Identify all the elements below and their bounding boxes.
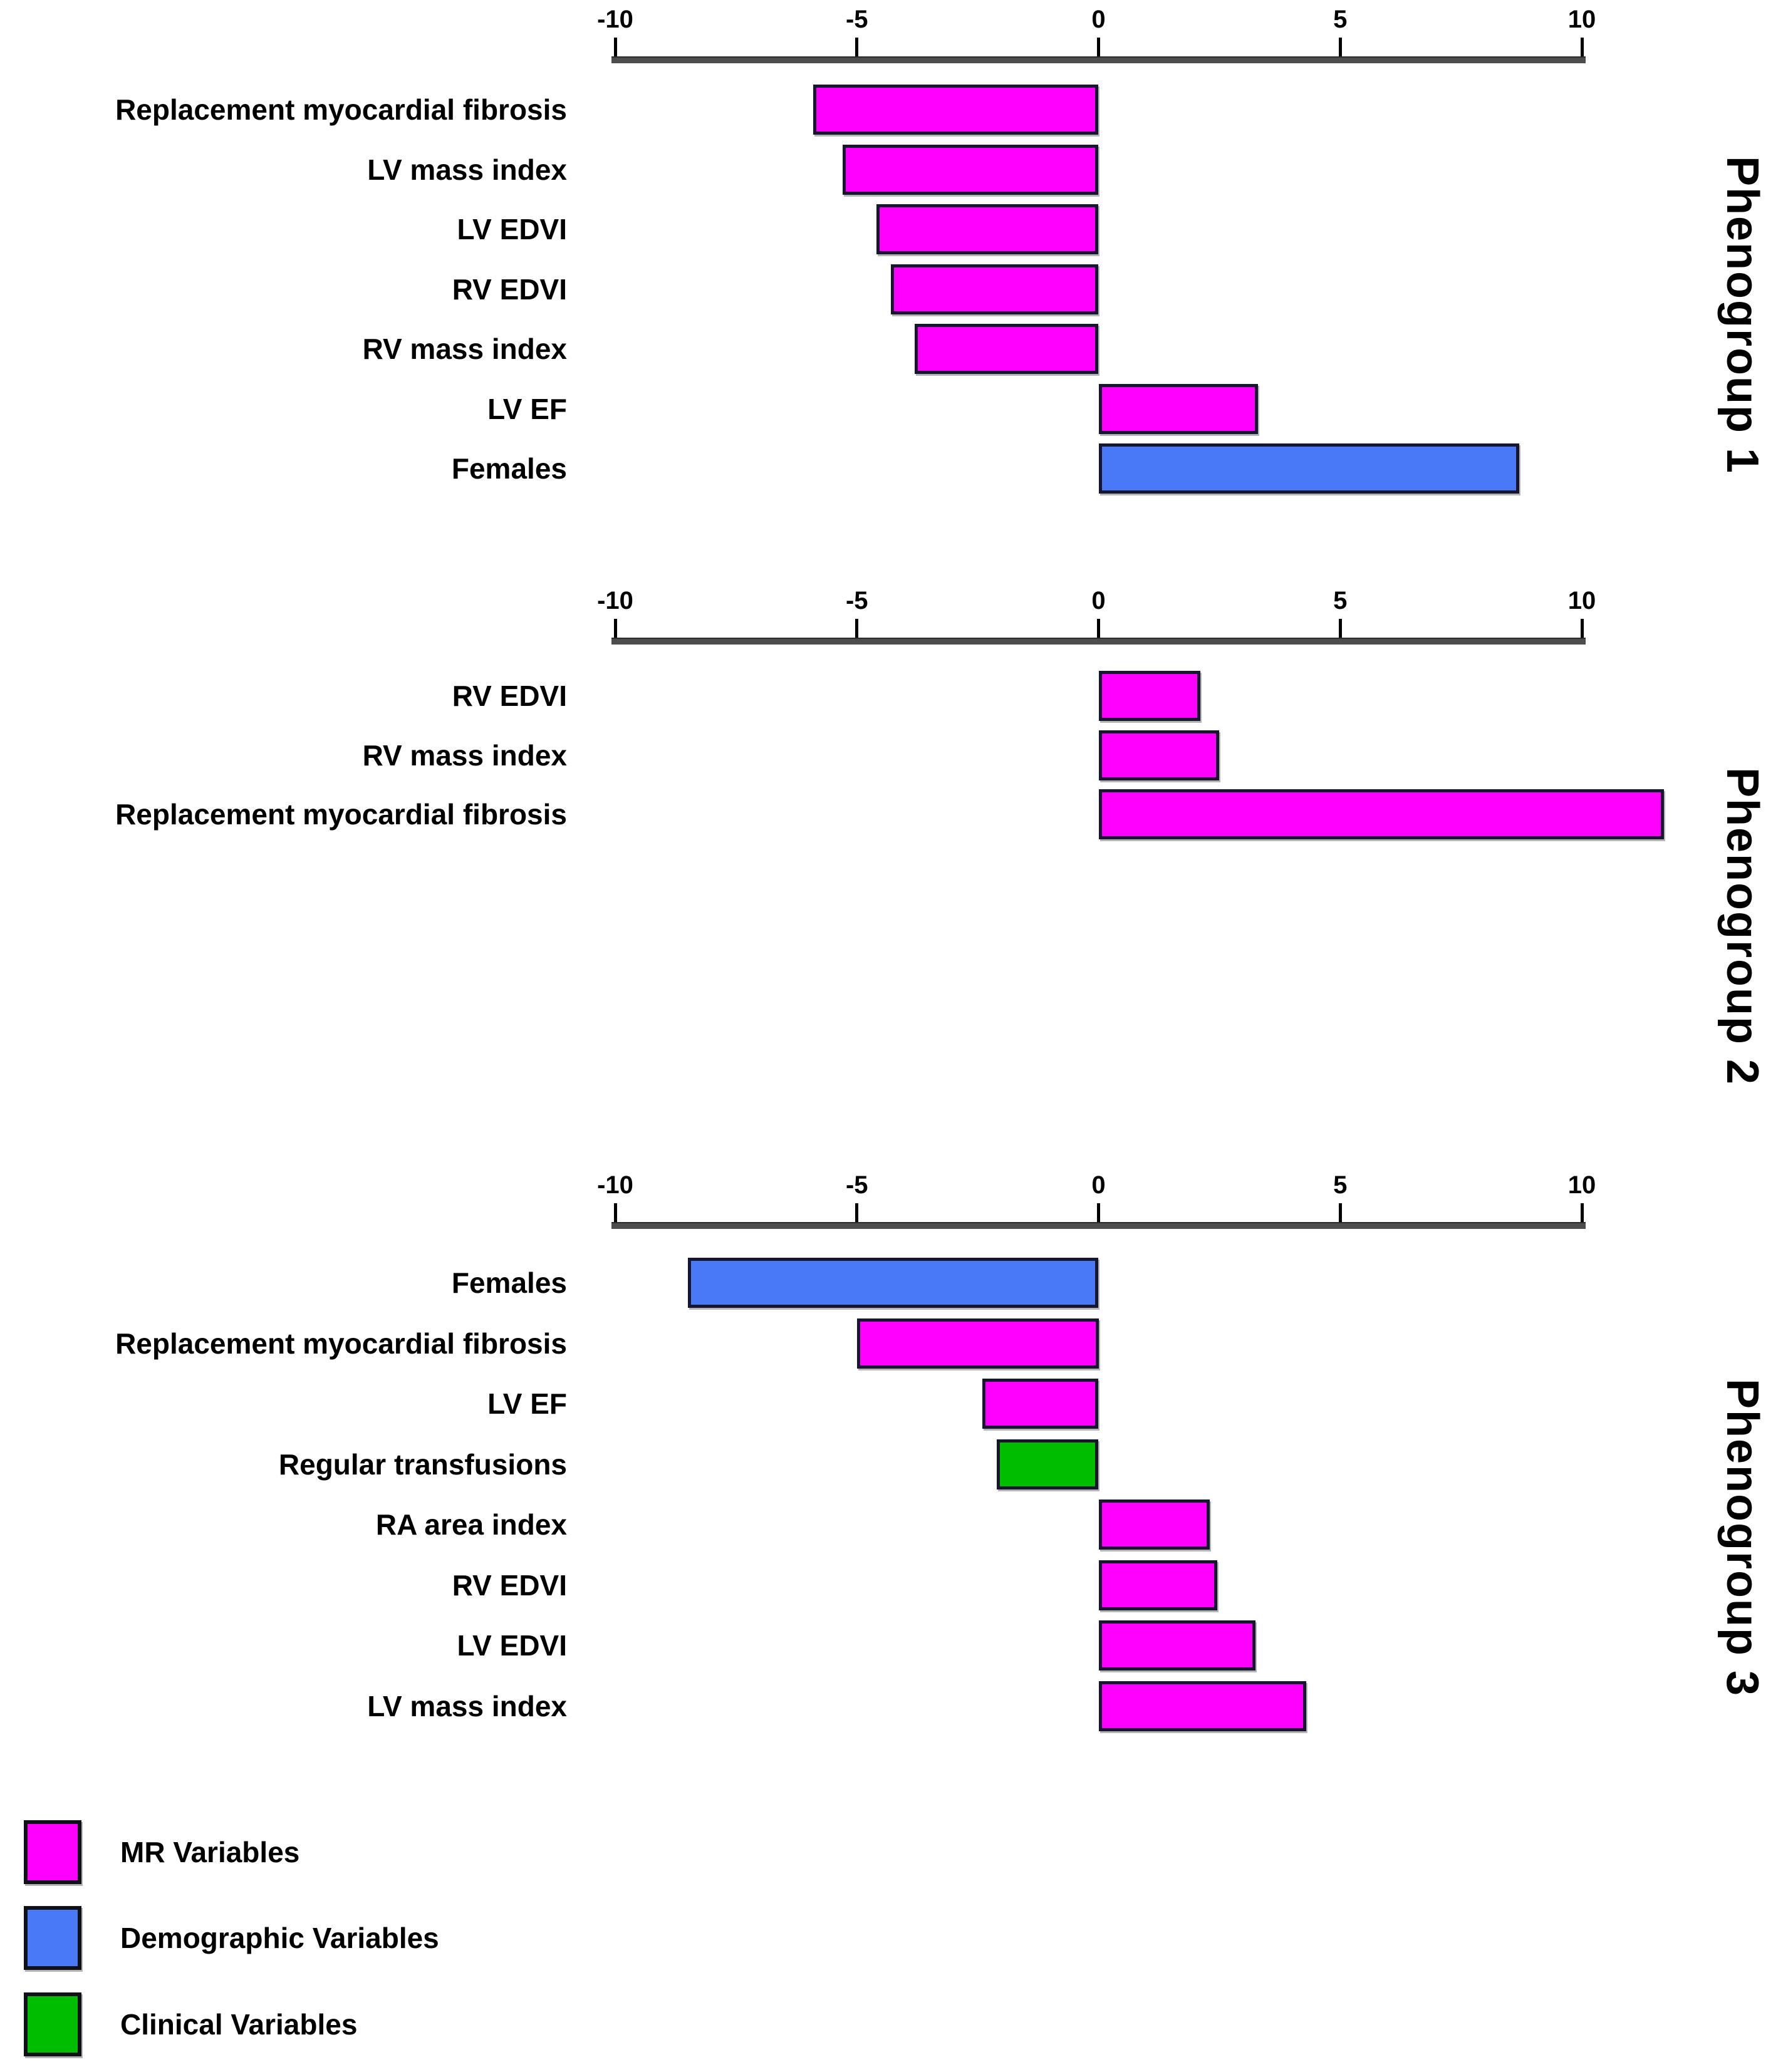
chart-title: Phenogroup 3 [1717,1379,1767,1697]
x-axis-line [611,56,1586,63]
x-axis-tick [855,38,859,56]
x-axis-tick [1338,38,1342,56]
category-label: LV EF [487,1387,567,1420]
chart-title: Phenogroup 2 [1717,767,1767,1085]
x-axis-tick-label: 5 [1333,1171,1348,1199]
category-label: RV mass index [362,333,567,365]
bar [1098,671,1200,721]
x-axis-tick [855,619,859,638]
x-axis-tick-label: -10 [597,587,633,614]
bar [856,1318,1099,1369]
bar [687,1258,1099,1308]
category-label: Replacement myocardial fibrosis [115,1327,567,1360]
x-axis-tick-label: -5 [845,6,868,33]
category-label: Replacement myocardial fibrosis [115,93,567,126]
category-label: Females [451,452,567,485]
category-label: RA area index [375,1508,567,1541]
x-axis-tick-label: 10 [1567,1171,1596,1199]
category-label: LV mass index [367,153,567,186]
x-axis-tick-label: 0 [1091,1171,1106,1199]
x-axis-line [611,1222,1586,1229]
bar [1098,730,1220,780]
bar [1098,1681,1307,1731]
category-label: RV EDVI [452,272,567,306]
x-axis-tick-label: 0 [1091,587,1106,614]
mr-variables-swatch [24,1820,81,1884]
category-label: RV EDVI [452,680,567,712]
category-label: LV EDVI [457,1629,567,1662]
x-axis-tick [1097,1203,1100,1222]
x-axis-tick [855,1203,859,1222]
bar [1098,1620,1256,1671]
x-axis-tick [613,38,617,56]
x-axis-tick [1580,38,1584,56]
x-axis-tick [1338,619,1342,638]
bar [982,1379,1099,1429]
x-axis-tick-label: 5 [1333,6,1348,33]
bar [915,324,1099,374]
x-axis-tick-label: 10 [1567,6,1596,33]
legend-label-clinical: Clinical Variables [120,2008,358,2041]
x-axis-tick [1580,1203,1584,1222]
bar [813,85,1099,135]
x-axis-tick-label: 10 [1567,587,1596,614]
bar [842,144,1099,195]
legend-label-demographic: Demographic Variables [120,1922,439,1954]
x-axis-tick-label: -5 [845,587,868,614]
legend-label-mr: MR Variables [120,1836,300,1868]
bar [1098,383,1259,434]
clinical-variables-swatch [24,1992,81,2056]
x-axis-line [611,638,1586,645]
bar [890,264,1099,314]
category-label: LV EDVI [457,213,567,246]
x-axis-tick [1580,619,1584,638]
bar [1098,1500,1210,1550]
bar [1098,1560,1217,1610]
demographic-variables-swatch [24,1906,81,1970]
category-label: Regular transfusions [278,1448,567,1481]
chart-title: Phenogroup 1 [1717,156,1767,474]
x-axis-tick-label: -5 [845,1171,868,1199]
category-label: RV EDVI [452,1568,567,1602]
x-axis-tick-label: -10 [597,1171,633,1199]
x-axis-tick [1338,1203,1342,1222]
bar [1098,789,1665,839]
x-axis-tick-label: 0 [1091,6,1106,33]
x-axis-tick-label: -10 [597,6,633,33]
category-label: LV mass index [367,1689,567,1722]
x-axis-tick-label: 5 [1333,587,1348,614]
x-axis-tick [1097,619,1100,638]
bar [997,1439,1099,1489]
category-label: LV EF [487,392,567,425]
bar [876,204,1099,254]
x-axis-tick [1097,38,1100,56]
bar [1098,443,1519,494]
x-axis-tick [613,1203,617,1222]
category-label: Replacement myocardial fibrosis [115,798,567,831]
category-label: RV mass index [362,738,567,772]
category-label: Females [451,1267,567,1299]
x-axis-tick [613,619,617,638]
